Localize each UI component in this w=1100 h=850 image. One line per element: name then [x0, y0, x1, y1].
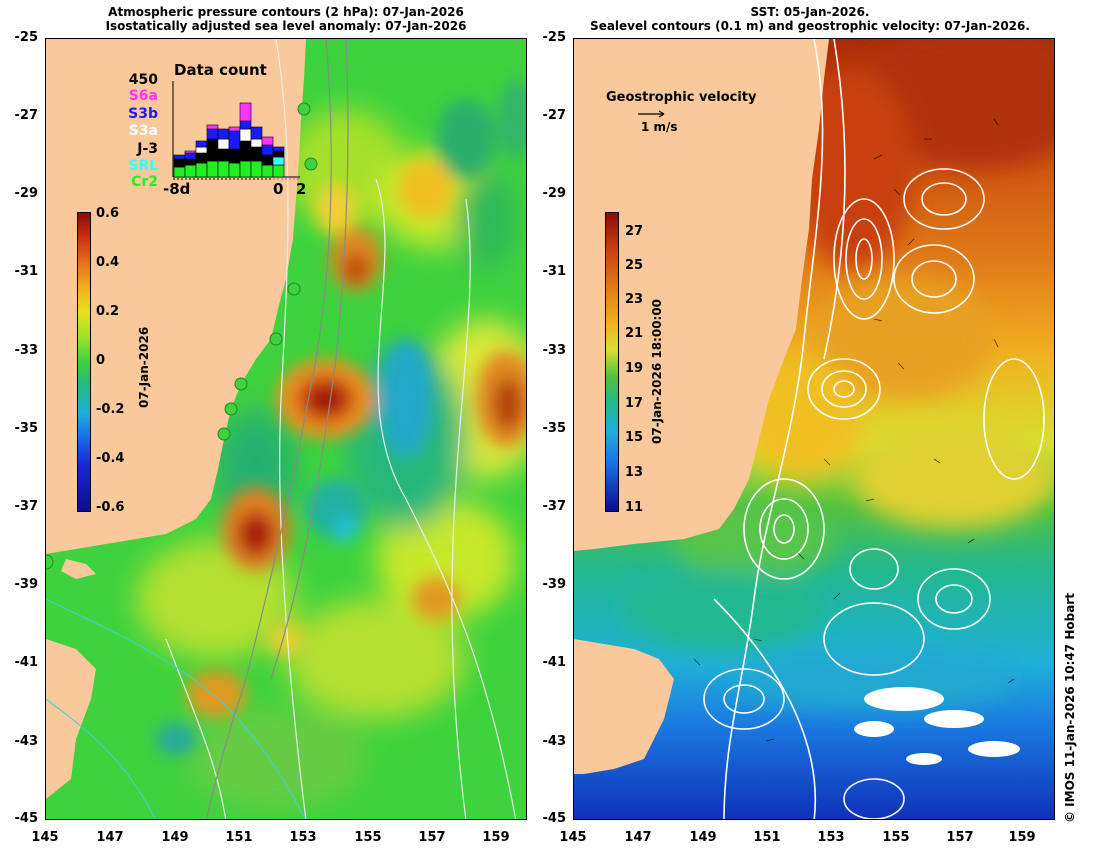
right-title-line1: SST: 05-Jan-2026. — [750, 5, 870, 19]
data-count-xtick-mid: 0 — [273, 180, 284, 198]
right-ytick: -39 — [542, 577, 567, 592]
left-ytick: -45 — [14, 811, 39, 826]
right-xtick: 159 — [1008, 830, 1036, 845]
sst-map-graphic — [574, 39, 1054, 819]
left-title-line1: Atmospheric pressure contours (2 hPa): 0… — [108, 5, 464, 19]
data-count-inset: 450 S6a S3b S3a J-3 SRL Cr2 Data count -… — [118, 60, 318, 200]
mission-s6a: S6a — [128, 88, 158, 104]
left-ytick: -25 — [14, 30, 39, 45]
left-xtick: 157 — [418, 830, 446, 845]
sst-cb-tick-19: 19 — [625, 361, 644, 376]
data-count-xtick-right: 2 — [296, 180, 307, 198]
right-ytick: -33 — [542, 343, 567, 358]
left-ytick: -41 — [14, 655, 39, 670]
mission-j3: J-3 — [137, 141, 158, 157]
left-title-line2: Isostatically adjusted sea level anomaly… — [105, 19, 467, 33]
sst-cb-tick-11: 11 — [625, 500, 644, 515]
sla-cb-tick-0: 0 — [96, 353, 106, 368]
left-xtick: 147 — [96, 830, 124, 845]
sla-cb-tick-neg0.6: -0.6 — [96, 500, 125, 515]
data-count-total: 450 — [128, 72, 158, 88]
right-ytick: -45 — [542, 811, 567, 826]
sla-cb-date: 07-Jan-2026 — [137, 326, 151, 408]
left-ytick: -39 — [14, 577, 39, 592]
imos-credit: © IMOS 11-Jan-2026 10:47 Hobart — [1063, 593, 1077, 823]
mission-cr2: Cr2 — [131, 174, 158, 190]
left-xtick: 153 — [289, 830, 317, 845]
sst-cb-tick-25: 25 — [625, 258, 644, 273]
sst-cb-tick-15: 15 — [625, 430, 644, 445]
right-xtick: 149 — [689, 830, 717, 845]
velocity-arrow-icon — [638, 110, 665, 118]
sla-map-graphic — [46, 39, 526, 819]
right-ytick: -43 — [542, 734, 567, 749]
left-xtick: 151 — [225, 830, 253, 845]
left-xtick: 149 — [161, 830, 189, 845]
right-ytick: -31 — [542, 264, 567, 279]
sst-cb-tick-21: 21 — [625, 326, 644, 341]
sst-cb-tick-27: 27 — [625, 224, 644, 239]
mission-s3b: S3b — [128, 106, 158, 122]
sla-cb-tick-neg0.4: -0.4 — [96, 451, 125, 466]
right-xtick: 157 — [946, 830, 974, 845]
sla-colorbar — [77, 212, 91, 512]
right-xtick: 151 — [753, 830, 781, 845]
sst-cb-tick-17: 17 — [625, 396, 644, 411]
sla-cb-tick-0.4: 0.4 — [96, 255, 120, 270]
velocity-legend-scale: 1 m/s — [641, 120, 678, 134]
sst-cb-tick-13: 13 — [625, 465, 644, 480]
right-ytick: -25 — [542, 30, 567, 45]
right-ytick: -27 — [542, 108, 567, 123]
left-xtick: 159 — [482, 830, 510, 845]
left-ytick: -33 — [14, 343, 39, 358]
velocity-legend-title: Geostrophic velocity — [606, 90, 757, 105]
left-title: Atmospheric pressure contours (2 hPa): 0… — [45, 5, 527, 33]
right-ytick: -35 — [542, 421, 567, 436]
left-ytick: -27 — [14, 108, 39, 123]
left-xtick: 145 — [31, 830, 59, 845]
sst-cb-date: 07-Jan-2026 18:00:00 — [650, 298, 664, 444]
right-ytick: -41 — [542, 655, 567, 670]
right-title: SST: 05-Jan-2026. Sealevel contours (0.1… — [560, 5, 1060, 33]
right-xtick: 147 — [624, 830, 652, 845]
left-ytick: -35 — [14, 421, 39, 436]
sst-cb-tick-23: 23 — [625, 292, 644, 307]
sst-colorbar — [605, 212, 619, 512]
right-xtick: 155 — [882, 830, 910, 845]
left-ytick: -31 — [14, 264, 39, 279]
sla-cb-tick-0.2: 0.2 — [96, 304, 120, 319]
sla-cb-tick-0.6: 0.6 — [96, 206, 120, 221]
mission-srl: SRL — [128, 158, 158, 174]
mission-s3a: S3a — [128, 123, 158, 139]
left-ytick: -43 — [14, 734, 39, 749]
data-count-bars — [172, 81, 300, 180]
left-ytick: -37 — [14, 499, 39, 514]
right-ytick: -29 — [542, 186, 567, 201]
left-ytick: -29 — [14, 186, 39, 201]
data-count-title: Data count — [174, 61, 267, 79]
right-ytick: -37 — [542, 499, 567, 514]
right-xtick: 145 — [559, 830, 587, 845]
sla-map — [45, 38, 527, 820]
data-count-xtick-left: -8d — [163, 180, 191, 198]
sst-map — [573, 38, 1055, 820]
sla-cb-tick-neg0.2: -0.2 — [96, 402, 125, 417]
right-title-line2: Sealevel contours (0.1 m) and geostrophi… — [590, 19, 1030, 33]
left-xtick: 155 — [354, 830, 382, 845]
right-xtick: 153 — [817, 830, 845, 845]
